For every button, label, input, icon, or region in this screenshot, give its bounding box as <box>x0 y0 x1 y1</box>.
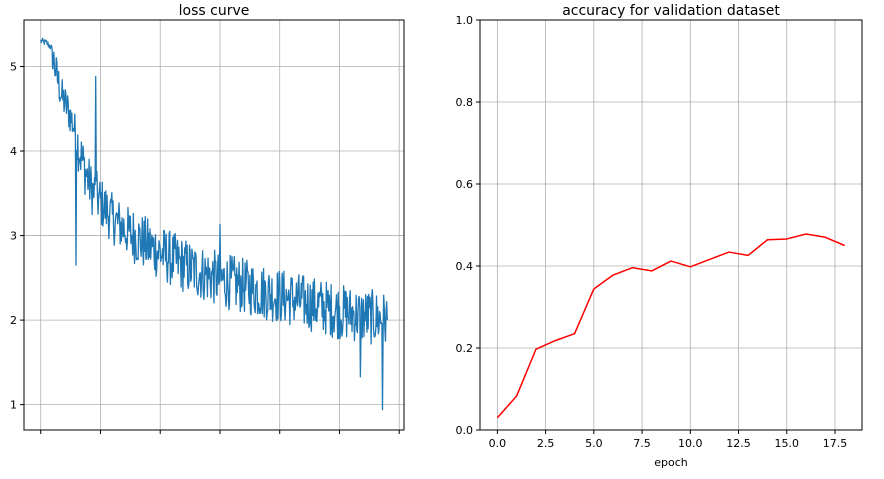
loss-y-tick-label: 5 <box>10 60 17 73</box>
loss-series-line <box>40 37 388 411</box>
accuracy-x-tick-label: 2.5 <box>537 437 555 450</box>
loss-y-tick-label: 2 <box>10 314 17 327</box>
accuracy-grid <box>480 19 862 431</box>
loss-y-tick-label: 4 <box>10 145 17 158</box>
accuracy-x-tick-label: 12.5 <box>726 437 751 450</box>
accuracy-y-tick-label: 0.8 <box>456 96 474 109</box>
loss-plot-frame <box>23 19 405 431</box>
loss-y-tick-label: 3 <box>10 230 17 243</box>
loss-chart: loss curve 1 2 3 4 5 <box>10 3 405 434</box>
accuracy-x-tick-label: 17.5 <box>823 437 848 450</box>
accuracy-x-label: epoch <box>654 456 688 469</box>
accuracy-y-tick-label: 1.0 <box>456 14 474 27</box>
loss-grid <box>24 20 404 430</box>
accuracy-chart: accuracy for validation dataset 0.00.20.… <box>456 3 863 469</box>
accuracy-x-tick-label: 7.5 <box>633 437 651 450</box>
loss-y-axis: 1 2 3 4 5 <box>10 60 24 412</box>
accuracy-series-line <box>496 233 845 419</box>
accuracy-x-tick-label: 5.0 <box>585 437 603 450</box>
accuracy-y-tick-label: 0.2 <box>456 342 474 355</box>
accuracy-x-tick-label: 15.0 <box>775 437 800 450</box>
accuracy-y-tick-label: 0.0 <box>456 424 474 437</box>
accuracy-chart-title: accuracy for validation dataset <box>562 3 780 19</box>
accuracy-y-axis: 0.0 0.2 0.4 0.6 0.8 1.0 <box>456 14 480 437</box>
loss-chart-title: loss curve <box>179 3 250 19</box>
loss-y-tick-label: 1 <box>10 399 17 412</box>
accuracy-x-tick-label: 0.0 <box>489 437 507 450</box>
accuracy-plot-frame <box>479 19 863 431</box>
accuracy-x-axis: 0.0 2.5 5.0 7.5 10.0 12.5 15.0 17.5 <box>489 430 848 450</box>
loss-x-axis <box>40 430 400 434</box>
accuracy-y-tick-label: 0.6 <box>456 178 474 191</box>
accuracy-y-tick-label: 0.4 <box>456 260 474 273</box>
accuracy-x-tick-label: 10.0 <box>678 437 703 450</box>
